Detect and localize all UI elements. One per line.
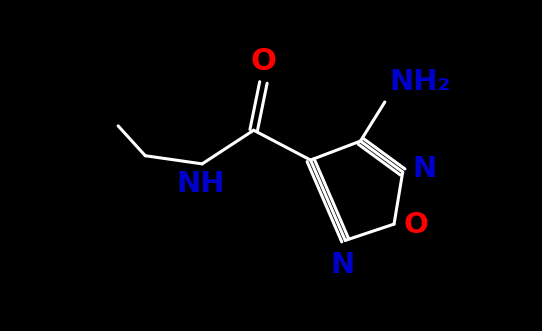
Text: O: O: [250, 47, 276, 76]
Text: NH₂: NH₂: [389, 68, 450, 96]
Text: N: N: [412, 155, 436, 183]
Text: N: N: [331, 251, 354, 279]
Text: NH: NH: [177, 170, 225, 198]
Text: O: O: [403, 211, 428, 239]
